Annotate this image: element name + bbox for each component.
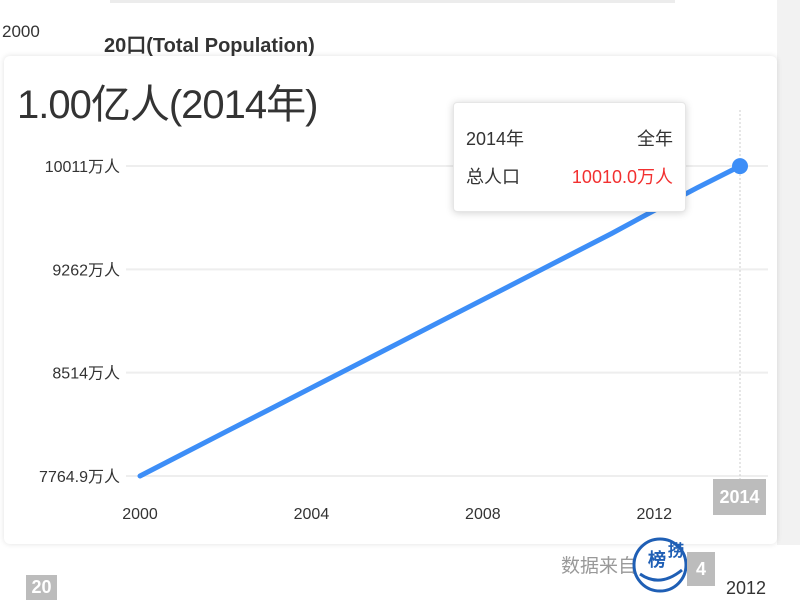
y-tick-label: 8514万人 (52, 365, 120, 383)
y-tick-label: 7764.9万人 (39, 468, 120, 486)
y-tick-label: 10011万人 (45, 158, 120, 176)
x-tick-label: 2008 (465, 506, 501, 523)
x-tick-label: 2012 (636, 506, 672, 523)
grid-lines (126, 165, 768, 477)
ghost-right-label: 4 (687, 552, 715, 586)
chart-title: 20口(Total Population) (104, 35, 315, 57)
top-bar (110, 0, 675, 3)
ghost-left-label: 20 (26, 575, 57, 600)
x-tick-label: 2000 (122, 506, 158, 523)
data-points (732, 158, 748, 175)
tooltip-metric: 总人口 (466, 167, 520, 187)
logo-char-2: 捞 (668, 541, 684, 560)
y-axis-ticks: 7764.9万人 8514万人 9262万人 10011万人 (39, 158, 120, 486)
site-logo[interactable]: 榜 捞 (630, 534, 694, 596)
x-tick-label: 2004 (294, 506, 330, 523)
x-axis-ticks: 2000 2004 2008 2012 (122, 506, 672, 523)
bottom-year: 2012 (726, 578, 767, 598)
tooltip-period: 全年 (637, 129, 673, 149)
data-source-text: 数据来自: (561, 556, 643, 577)
hover-x-label: 2014 (713, 479, 766, 515)
highlighted-data-point (732, 158, 748, 175)
corner-year: 2000 (2, 22, 40, 41)
logo-char-1: 榜 (648, 549, 666, 571)
data-tooltip: 2014年 全年 总人口 10010.0万人 (453, 102, 686, 212)
summary-value: 1.00亿人(2014年) (17, 83, 318, 127)
tooltip-value: 10010.0万人 (571, 167, 673, 187)
right-scroll-strip (777, 0, 800, 545)
tooltip-year: 2014年 (466, 129, 525, 149)
y-tick-label: 9262万人 (52, 261, 120, 279)
series-line-total-population (137, 163, 743, 479)
